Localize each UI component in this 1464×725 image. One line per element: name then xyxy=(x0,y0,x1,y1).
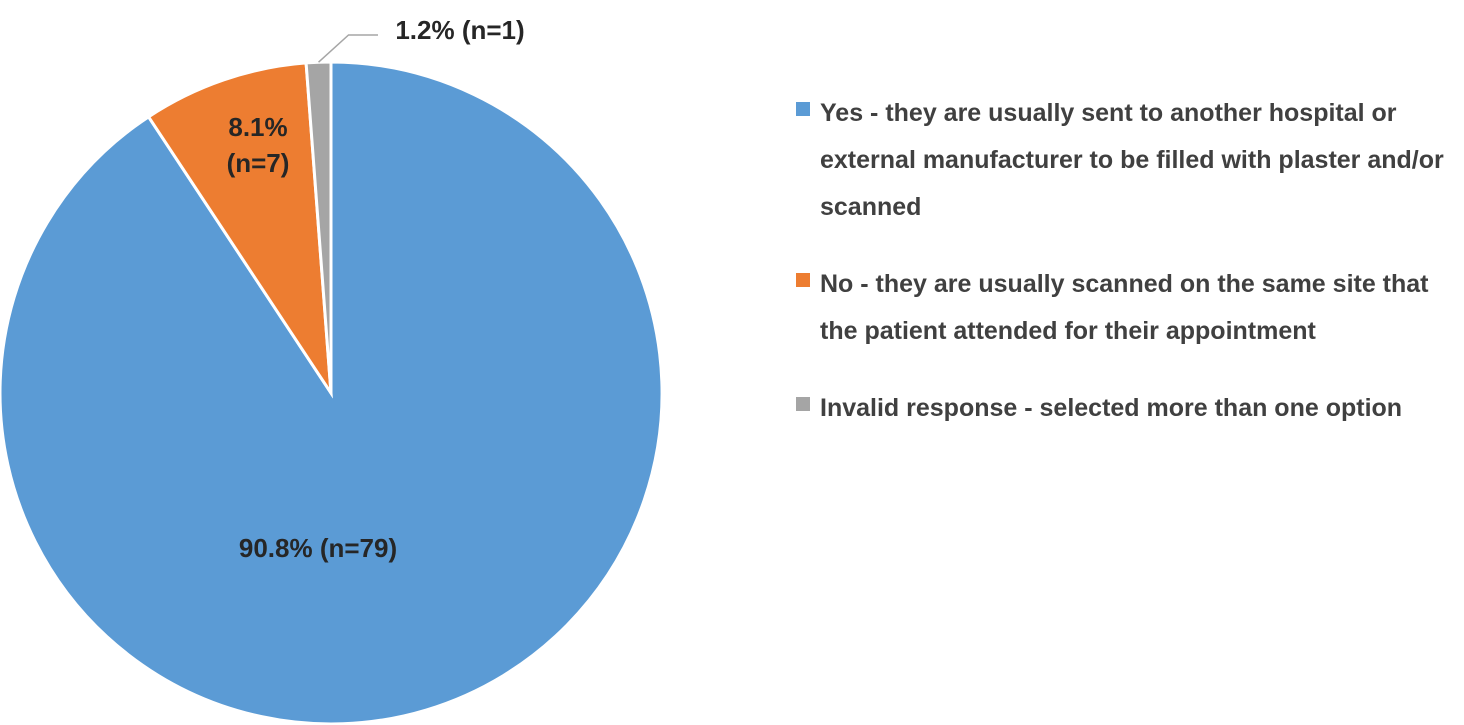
legend-label: No - they are usually scanned on the sam… xyxy=(820,270,1429,345)
leader-line xyxy=(318,34,378,63)
legend-item: Yes - they are usually sent to another h… xyxy=(796,90,1456,231)
data-label: 1.2% (n=1) xyxy=(395,15,525,45)
legend-label: Yes - they are usually sent to another h… xyxy=(820,99,1444,221)
data-label: 8.1% (n=7) xyxy=(226,112,290,178)
legend-item: No - they are usually scanned on the sam… xyxy=(796,261,1456,355)
legend: Yes - they are usually sent to another h… xyxy=(796,90,1456,462)
legend-swatch xyxy=(796,397,810,411)
data-label: 90.8% (n=79) xyxy=(238,533,398,563)
legend-label: Invalid response - selected more than on… xyxy=(820,394,1403,422)
legend-item: Invalid response - selected more than on… xyxy=(796,385,1456,432)
pie-slice xyxy=(146,61,333,399)
legend-swatch xyxy=(796,102,810,116)
legend-swatch xyxy=(796,273,810,287)
